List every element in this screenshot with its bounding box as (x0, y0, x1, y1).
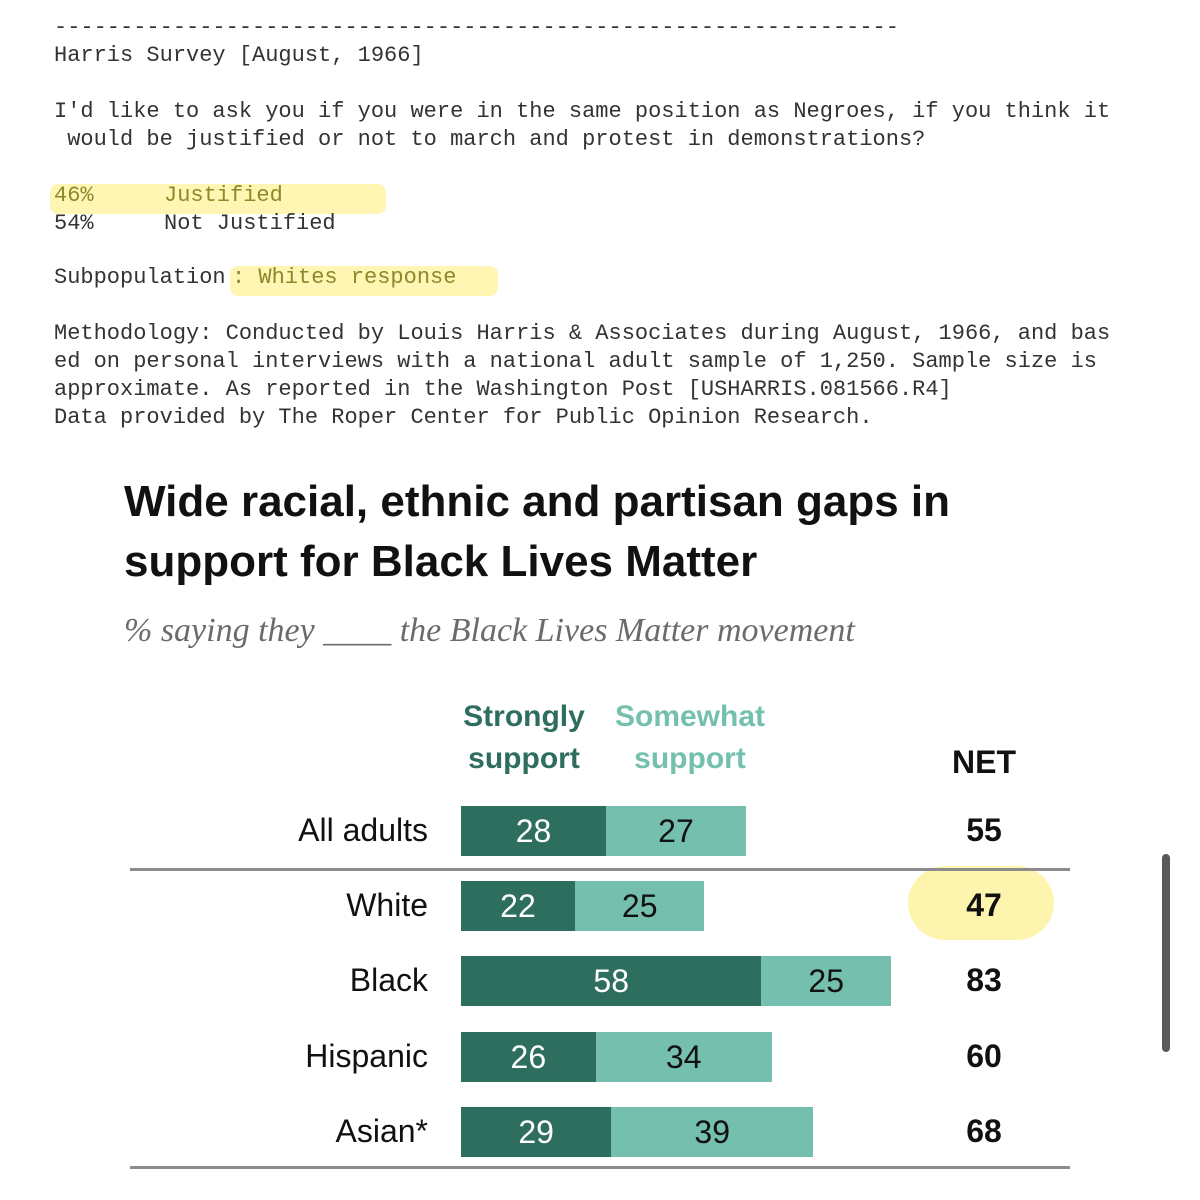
net-value-all-adults: 55 (966, 812, 1002, 848)
category-label-all-adults: All adults (298, 812, 428, 848)
net-value-black: 83 (966, 962, 1002, 998)
subpopulation-value: : Whites response (232, 265, 457, 290)
bar-value-label: 25 (808, 962, 844, 999)
category-label-asian: Asian* (335, 1113, 429, 1149)
bar-white-strongly: 22 (461, 881, 575, 931)
bar-value-label: 25 (621, 887, 658, 924)
bar-all-adults-strongly: 28 (461, 806, 607, 856)
bar-asian-strongly: 29 (461, 1107, 612, 1157)
bar-value-label: 29 (518, 1113, 554, 1150)
bar-all-adults-somewhat: 27 (606, 806, 746, 856)
bar-black-somewhat: 25 (761, 956, 891, 1006)
category-label-black: Black (349, 962, 428, 998)
net-value-white: 47 (966, 887, 1002, 923)
legend-strongly-line1: Strongly (463, 700, 585, 733)
result-justified-pct: 46% (54, 183, 94, 208)
bar-value-label: 22 (500, 887, 536, 924)
divider-line: ----------------------------------------… (54, 15, 899, 40)
legend-strongly-support: Strongly support (452, 696, 596, 780)
bar-hispanic-somewhat: 34 (595, 1032, 772, 1082)
subpopulation-label: Subpopulation (54, 265, 226, 290)
legend-somewhat-line2: support (634, 742, 746, 775)
divider-rule-top (130, 868, 1070, 871)
bar-value-label: 58 (593, 962, 630, 999)
vertical-scrollbar[interactable] (1162, 854, 1170, 1052)
survey-question: I'd like to ask you if you were in the s… (54, 99, 1111, 152)
bar-white-somewhat: 25 (574, 881, 705, 931)
category-label-white: White (346, 887, 428, 923)
highlight-justified (50, 184, 386, 214)
bar-value-label: 27 (658, 812, 694, 849)
bar-hispanic-strongly: 26 (461, 1032, 596, 1082)
legend-somewhat-support: Somewhat support (600, 696, 780, 780)
category-label-hispanic: Hispanic (305, 1038, 428, 1074)
methodology-text: Methodology: Conducted by Louis Harris &… (54, 321, 1111, 430)
chart-subtitle: % saying they ____ the Black Lives Matte… (124, 612, 855, 649)
net-value-hispanic: 60 (966, 1038, 1002, 1074)
bar-value-label: 39 (694, 1113, 731, 1150)
survey-header: Harris Survey [August, 1966] (54, 43, 424, 68)
net-highlight-marker (908, 866, 1054, 940)
highlight-subpopulation (230, 266, 498, 296)
divider-rule-bottom (130, 1166, 1070, 1169)
bar-value-label: 34 (665, 1038, 702, 1075)
legend-strongly-line2: support (468, 742, 580, 775)
chart-title: Wide racial, ethnic and partisan gaps in… (124, 477, 951, 586)
net-value-asian: 68 (966, 1113, 1002, 1149)
legend-somewhat-line1: Somewhat (614, 700, 766, 733)
bar-value-label: 28 (515, 812, 552, 849)
bar-value-label: 26 (510, 1038, 547, 1075)
bar-asian-somewhat: 39 (611, 1107, 814, 1157)
result-not-justified-label: Not Justified (164, 211, 336, 236)
result-not-justified-pct: 54% (54, 211, 94, 236)
result-justified-label: Justified (164, 183, 283, 208)
bar-black-strongly: 58 (461, 956, 762, 1006)
net-header: NET (952, 744, 1016, 780)
